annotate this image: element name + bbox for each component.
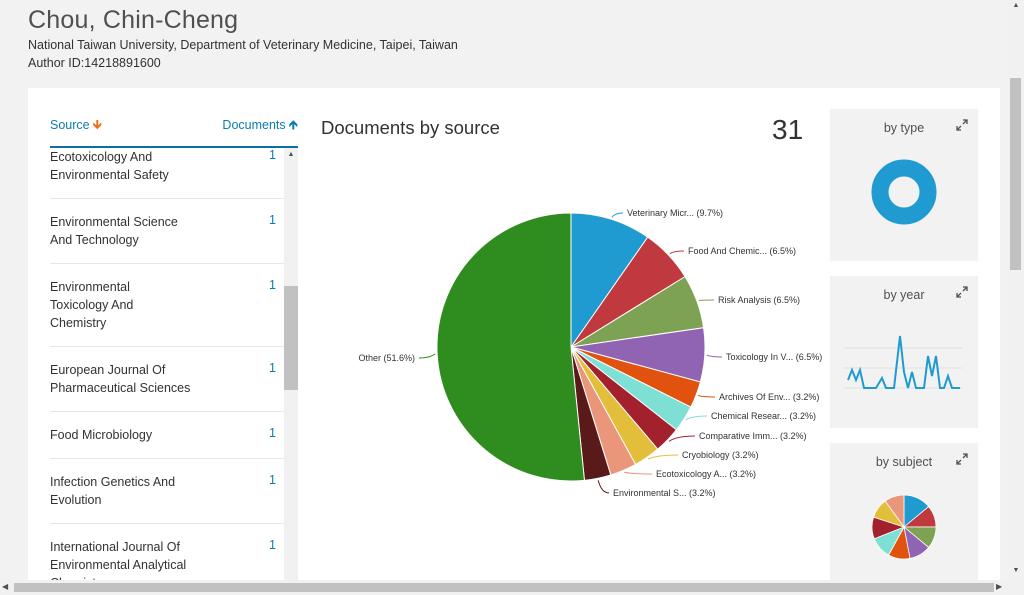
- documents-by-source-panel: Source 🡻 Documents 🡹 Ecotoxicology And Envi…: [28, 88, 1000, 580]
- pie-slice-label: Food And Chemic... (6.5%): [688, 246, 796, 256]
- source-list-item[interactable]: European Journal Of Pharmaceutical Scienc…: [50, 347, 284, 412]
- by-subject-pie-chart: [871, 494, 937, 560]
- pie-slice[interactable]: [570, 212, 649, 349]
- source-name-line: Environmental Analytical: [50, 558, 187, 572]
- scroll-up-arrow-icon[interactable]: ▲: [287, 151, 295, 158]
- pie-slice-label: Risk Analysis (6.5%): [718, 295, 800, 305]
- source-list[interactable]: Ecotoxicology And Environmental Safety 1 En…: [50, 150, 298, 580]
- subject-pie-slice: [884, 494, 905, 529]
- source-name: Food Microbiology: [50, 426, 210, 444]
- source-name-line: Environmental Safety: [50, 168, 169, 182]
- source-list-item[interactable]: Ecotoxicology And Environmental Safety 1: [50, 150, 284, 199]
- by-type-card[interactable]: by type: [830, 109, 978, 261]
- pie-label-connector: [706, 354, 723, 358]
- source-name-line: International Journal Of: [50, 540, 180, 554]
- source-document-count[interactable]: 1: [269, 426, 276, 440]
- pie-label-connector: [668, 435, 696, 442]
- source-name-line: And Technology: [50, 233, 139, 247]
- expand-icon[interactable]: [956, 119, 968, 131]
- source-list-item[interactable]: Environmental Toxicology And Chemistry 1: [50, 264, 284, 347]
- page-horizontal-scroll-thumb[interactable]: [14, 583, 994, 592]
- source-document-count[interactable]: 1: [269, 538, 276, 552]
- author-id: Author ID:14218891600: [28, 56, 161, 70]
- author-affiliation: National Taiwan University, Department o…: [28, 38, 458, 52]
- pie-slice-label: Environmental S... (3.2%): [613, 488, 716, 498]
- expand-icon[interactable]: [956, 453, 968, 465]
- expand-icon[interactable]: [956, 286, 968, 298]
- source-name-line: Food Microbiology: [50, 428, 153, 442]
- by-subject-title: by subject: [875, 455, 933, 469]
- author-name: Chou, Chin-Cheng: [28, 6, 239, 34]
- source-list-item[interactable]: Environmental Science And Technology 1: [50, 199, 284, 264]
- source-name: Environmental Science And Technology: [50, 213, 210, 249]
- pie-slice-label: Ecotoxicology A... (3.2%): [656, 469, 756, 479]
- source-name-line: Chemistry: [50, 316, 107, 330]
- source-document-count[interactable]: 1: [269, 473, 276, 487]
- pie-slice-label: Archives Of Env... (3.2%): [719, 392, 819, 402]
- source-name-line: Environmental: [50, 280, 130, 294]
- pie-label-connector: [697, 395, 716, 398]
- pie-slice-label: Toxicology In V... (6.5%): [726, 352, 822, 362]
- source-document-count[interactable]: 1: [269, 361, 276, 375]
- source-name-line: Chemistry: [50, 574, 210, 580]
- pie-label-connector: [611, 212, 624, 218]
- by-type-title: by type: [883, 121, 925, 135]
- by-year-card[interactable]: by year: [830, 276, 978, 428]
- pie-slice-label: Comparative Imm... (3.2%): [699, 431, 807, 441]
- pie-label-connector: [685, 415, 708, 421]
- source-list-scroll-thumb[interactable]: [284, 286, 298, 390]
- source-name: Ecotoxicology And Environmental Safety: [50, 150, 210, 184]
- by-year-title: by year: [883, 288, 925, 302]
- pie-slice-label: Veterinary Micr... (9.7%): [627, 208, 723, 218]
- pie-label-connector: [624, 471, 653, 475]
- pie-label-connector: [597, 480, 610, 494]
- source-list-header: Source 🡻 Documents 🡹: [50, 116, 298, 148]
- page-scroll-down-icon[interactable]: ▼: [1012, 567, 1020, 574]
- sort-documents-label: Documents: [222, 118, 286, 132]
- pie-label-connector: [698, 299, 715, 301]
- source-name-line: Pharmaceutical Sciences: [50, 381, 191, 395]
- pie-slice-label: Chemical Resear... (3.2%): [711, 411, 816, 421]
- arrow-down-icon: 🡻: [92, 117, 102, 132]
- source-document-count[interactable]: 1: [269, 150, 276, 162]
- by-subject-card[interactable]: by subject: [830, 443, 978, 580]
- chart-title: Documents by source: [321, 117, 500, 138]
- pie-slice-label: Other (51.6%): [358, 353, 415, 363]
- page-scroll-left-icon[interactable]: ◀: [2, 582, 9, 591]
- sort-by-source-button[interactable]: Source 🡻: [50, 116, 102, 138]
- sort-by-documents-button[interactable]: Documents 🡹: [222, 116, 298, 138]
- pie-label-connector: [418, 353, 436, 359]
- page-scroll-up-icon[interactable]: ▲: [1012, 2, 1020, 9]
- documents-by-source-pie-chart: Veterinary Micr... (9.7%) Food And Chemic…: [358, 208, 822, 498]
- source-name-line: Ecotoxicology And: [50, 150, 153, 164]
- source-name: International Journal Of Environmental An…: [50, 538, 210, 580]
- source-list-item[interactable]: Infection Genetics And Evolution 1: [50, 459, 284, 524]
- source-name: Infection Genetics And Evolution: [50, 473, 210, 509]
- source-name-line: Environmental Science: [50, 215, 178, 229]
- pie-label-connector: [647, 454, 679, 460]
- arrow-up-icon: 🡹: [288, 117, 298, 132]
- by-type-donut-chart: [871, 159, 937, 225]
- by-year-line-chart: [844, 335, 962, 389]
- total-documents-count: 31: [772, 114, 804, 145]
- pie-slice-label: Cryobiology (3.2%): [682, 450, 759, 460]
- source-name: European Journal Of Pharmaceutical Scienc…: [50, 361, 210, 397]
- source-list-item[interactable]: International Journal Of Environmental An…: [50, 524, 284, 580]
- source-document-count[interactable]: 1: [269, 213, 276, 227]
- source-document-count[interactable]: 1: [269, 278, 276, 292]
- page-vertical-scroll-thumb[interactable]: [1010, 78, 1021, 270]
- sort-source-label: Source: [50, 118, 90, 132]
- pie-label-connector: [669, 250, 685, 255]
- author-header: Chou, Chin-Cheng National Taiwan Univers…: [28, 6, 458, 71]
- source-name-line: Toxicology And: [50, 298, 134, 312]
- source-list-item[interactable]: Food Microbiology 1: [50, 412, 284, 459]
- pie-slice[interactable]: [436, 212, 585, 482]
- source-name-line: Infection Genetics And: [50, 475, 176, 489]
- source-name-line: European Journal Of: [50, 363, 166, 377]
- source-name: Environmental Toxicology And Chemistry: [50, 278, 210, 332]
- page-scroll-right-icon[interactable]: ▶: [996, 582, 1003, 591]
- source-name-line: Evolution: [50, 493, 102, 507]
- source-list-track: Ecotoxicology And Environmental Safety 1 En…: [50, 150, 284, 580]
